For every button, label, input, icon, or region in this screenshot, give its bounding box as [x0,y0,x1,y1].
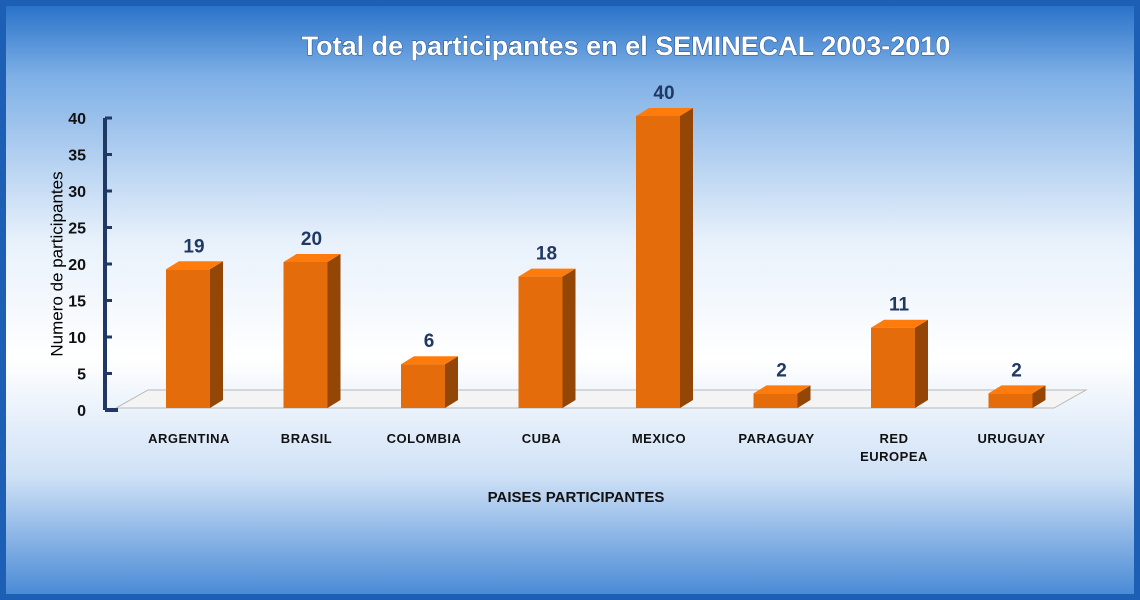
bar-top [166,261,223,270]
bar-side [797,385,811,408]
bar [988,393,1033,408]
x-tick-label: MEXICO [631,431,687,446]
bar-side [562,268,576,408]
bar [518,276,563,408]
y-axis-label: Numero de participantes [47,171,66,356]
data-label: 18 [536,244,557,265]
data-label: 11 [889,295,910,316]
y-tick-label: 10 [68,330,86,347]
y-tick-label: 5 [77,367,86,384]
x-tick-label: BRASIL [280,431,333,446]
y-tick-label: 25 [68,221,86,238]
data-label: 2 [776,360,787,381]
data-label: 6 [424,331,435,352]
bar-top [636,108,693,116]
chart: Total de participantes en el SEMINECAL 2… [47,31,1088,506]
y-tick-label: 30 [68,184,86,201]
x-tick-label: CUBA [521,431,562,446]
bar-top [401,356,458,365]
bar [401,364,445,408]
bar [753,393,798,408]
bar-side [445,356,458,408]
y-tick-label: 35 [68,148,86,165]
y-tick-label: 15 [68,294,86,311]
bar [283,262,328,408]
data-label: 2 [1011,360,1022,381]
bar-top [753,385,811,394]
bar [871,327,915,408]
bar [636,116,680,408]
y-tick-label: 0 [77,403,86,420]
floor [114,389,1088,409]
bar-top [283,254,341,262]
bar-side [327,254,341,408]
bar-side [915,319,928,408]
x-tick-label: RED EUROPEA [860,431,928,464]
x-tick-label: COLOMBIA [386,431,462,446]
bar-top [988,385,1046,394]
bar-side [1032,385,1046,408]
bar [166,269,210,408]
bar-top [871,319,928,328]
data-label: 19 [183,236,204,257]
bar-top [518,268,576,277]
data-label: 20 [301,229,322,250]
bar-side [210,261,223,408]
data-label: 40 [653,83,674,104]
chart-title: Total de participantes en el SEMINECAL 2… [302,31,951,61]
y-tick-label: 20 [68,257,86,274]
x-tick-label: URUGUAY [977,431,1046,446]
y-tick-label: 40 [68,111,86,128]
bar-side [680,108,693,408]
x-tick-label: PARAGUAY [738,431,815,446]
x-tick-label: ARGENTINA [148,431,230,446]
x-axis-label: PAISES PARTICIPANTES [488,489,665,506]
